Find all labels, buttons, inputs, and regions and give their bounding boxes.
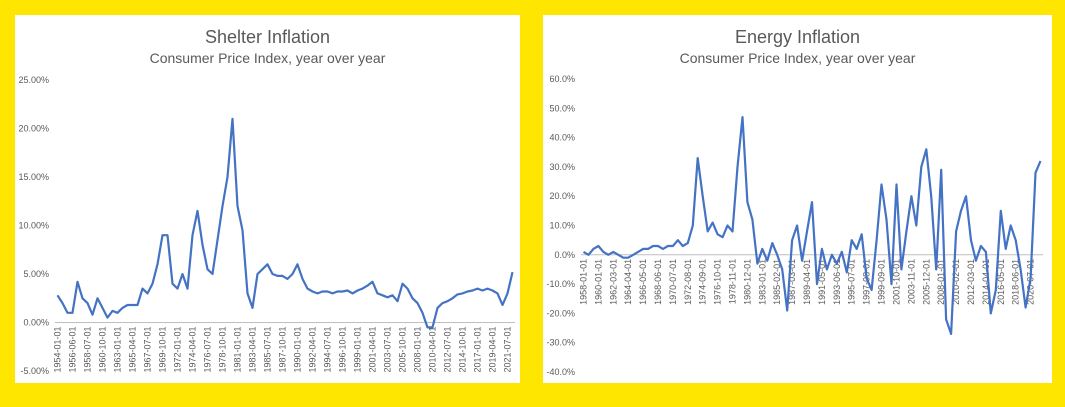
x-tick-label: 1978-11-01 xyxy=(728,259,738,304)
y-tick-label: 30.0% xyxy=(549,162,575,172)
y-tick-label: -20.0% xyxy=(546,308,575,318)
x-tick-label: 1987-10-01 xyxy=(278,327,288,373)
y-tick-label: 10.0% xyxy=(549,221,575,231)
x-tick-label: 2008-01-01 xyxy=(413,327,423,373)
x-tick-label: 1985-02-01 xyxy=(772,259,782,305)
chart: Shelter Inflation Consumer Price Index, y… xyxy=(15,15,520,383)
x-tick-label: 2003-11-01 xyxy=(906,259,916,304)
x-tick-label: 1965-04-01 xyxy=(128,327,138,373)
line-series xyxy=(582,116,1042,335)
x-tick-label: 1997-08-01 xyxy=(862,259,872,305)
line-series xyxy=(56,117,514,329)
x-tick-label: 1976-10-01 xyxy=(713,259,723,305)
x-tick-label: 1976-07-01 xyxy=(203,327,213,373)
x-tick-label: 1956-06-01 xyxy=(68,327,78,373)
x-tick-label: 2018-06-01 xyxy=(1011,259,1021,305)
x-tick-label: 1999-01-01 xyxy=(353,327,363,373)
x-tick-label: 2019-04-01 xyxy=(488,327,498,373)
x-tick-label: 1972-01-01 xyxy=(173,327,183,373)
x-tick-label: 2012-07-01 xyxy=(443,327,453,373)
x-tick-label: 1967-07-01 xyxy=(143,327,153,373)
x-tick-label: 1958-07-01 xyxy=(83,327,93,373)
x-tick-label: 2010-04-01 xyxy=(428,327,438,373)
x-tick-label: 2005-10-01 xyxy=(398,327,408,373)
x-tick-label: 1970-07-01 xyxy=(668,259,678,305)
y-tick-label: 0.00% xyxy=(23,318,49,328)
y-tick-label: 25.00% xyxy=(18,75,49,85)
x-tick-label: 2021-07-01 xyxy=(503,327,513,373)
x-tick-label: 1992-04-01 xyxy=(308,327,318,373)
x-tick-label: 2003-07-01 xyxy=(383,327,393,373)
x-tick-label: 1983-04-01 xyxy=(248,327,258,373)
x-tick-label: 1974-04-01 xyxy=(188,327,198,373)
y-tick-label: 50.0% xyxy=(549,103,575,113)
x-tick-label: 1960-01-01 xyxy=(593,259,603,305)
y-tick-label: 10.00% xyxy=(18,221,49,231)
x-tick-label: 1978-10-01 xyxy=(218,327,228,373)
y-tick-label: 60.0% xyxy=(549,74,575,84)
y-tick-label: 5.00% xyxy=(23,269,49,279)
x-tick-label: 2012-03-01 xyxy=(966,259,976,305)
y-tick-label: 20.00% xyxy=(18,124,49,134)
y-tick-label: -40.0% xyxy=(546,367,575,377)
x-tick-label: 1996-10-01 xyxy=(338,327,348,373)
y-tick-label: -30.0% xyxy=(546,338,575,348)
x-tick-label: 1962-03-01 xyxy=(608,259,618,305)
x-tick-label: 2005-12-01 xyxy=(921,259,931,305)
x-tick-label: 1994-07-01 xyxy=(323,327,333,373)
y-tick-label: -10.0% xyxy=(546,279,575,289)
x-tick-label: 1954-01-01 xyxy=(53,327,63,373)
x-tick-label: 1995-07-01 xyxy=(847,259,857,305)
x-tick-label: 2001-10-01 xyxy=(891,259,901,305)
x-tick-label: 1960-10-01 xyxy=(98,327,108,373)
x-tick-label: 1991-05-01 xyxy=(817,259,827,305)
x-tick-label: 1969-10-01 xyxy=(158,327,168,373)
x-tick-label: 1983-01-01 xyxy=(757,259,767,305)
x-tick-label: 2008-01-01 xyxy=(936,259,946,305)
x-tick-label: 1987-03-01 xyxy=(787,259,797,305)
x-tick-label: 1989-04-01 xyxy=(802,259,812,305)
x-tick-label: 2014-10-01 xyxy=(458,327,468,373)
y-tick-label: 0.0% xyxy=(554,250,575,260)
y-tick-label: 20.0% xyxy=(549,191,575,201)
chart-subtitle: Consumer Price Index, year over year xyxy=(150,50,386,66)
x-tick-label: 2017-01-01 xyxy=(473,327,483,373)
x-tick-label: 1980-12-01 xyxy=(742,259,752,305)
x-tick-label: 1972-08-01 xyxy=(683,259,693,305)
x-tick-label: 1985-07-01 xyxy=(263,327,273,373)
x-tick-label: 2014-04-01 xyxy=(981,259,991,305)
chart-title: Energy Inflation xyxy=(735,27,860,47)
x-tick-label: 1963-01-01 xyxy=(113,327,123,373)
y-tick-label: 15.00% xyxy=(18,172,49,182)
x-tick-label: 2016-05-01 xyxy=(996,259,1006,305)
x-tick-label: 1999-09-01 xyxy=(877,259,887,305)
chart: Energy Inflation Consumer Price Index, ye… xyxy=(543,15,1052,383)
x-tick-label: 1990-01-01 xyxy=(293,327,303,373)
x-tick-label: 1964-04-01 xyxy=(623,259,633,305)
x-tick-label: 1966-05-01 xyxy=(638,259,648,305)
x-tick-label: 1958-01-01 xyxy=(578,259,588,305)
x-tick-label: 2001-04-01 xyxy=(368,327,378,373)
x-tick-label: 1968-06-01 xyxy=(653,259,663,305)
x-tick-label: 1993-06-01 xyxy=(832,259,842,305)
chart-subtitle: Consumer Price Index, year over year xyxy=(680,50,916,66)
x-tick-label: 2010-02-01 xyxy=(951,259,961,305)
x-tick-label: 1974-09-01 xyxy=(698,259,708,305)
chart-title: Shelter Inflation xyxy=(205,27,330,47)
y-tick-label: -5.00% xyxy=(20,366,49,376)
x-tick-label: 1981-01-01 xyxy=(233,327,243,373)
y-tick-label: 40.0% xyxy=(549,133,575,143)
